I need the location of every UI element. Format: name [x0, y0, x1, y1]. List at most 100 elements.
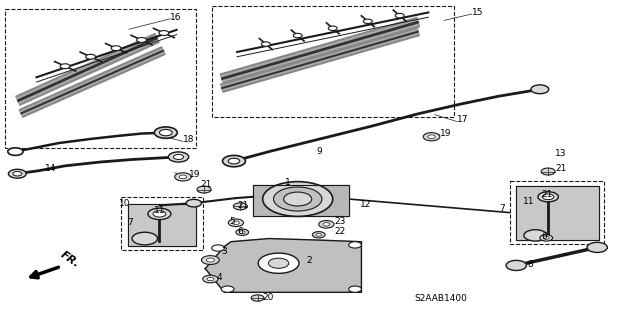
Circle shape — [154, 127, 177, 138]
Text: 18: 18 — [183, 135, 195, 145]
Bar — [4, 9, 196, 148]
Circle shape — [349, 242, 362, 248]
Circle shape — [175, 173, 191, 181]
Text: 6: 6 — [541, 233, 547, 241]
Text: 20: 20 — [262, 293, 274, 301]
Bar — [510, 181, 604, 244]
Circle shape — [206, 258, 214, 262]
Circle shape — [137, 38, 147, 42]
Text: 21: 21 — [200, 180, 212, 189]
Text: 1: 1 — [285, 178, 291, 187]
Circle shape — [159, 130, 172, 136]
Circle shape — [234, 203, 247, 210]
Circle shape — [232, 221, 239, 225]
Text: FR.: FR. — [59, 250, 81, 270]
Text: 16: 16 — [170, 13, 182, 22]
Circle shape — [228, 158, 240, 164]
Circle shape — [173, 154, 184, 160]
Text: 13: 13 — [554, 149, 566, 158]
Circle shape — [316, 233, 321, 236]
Circle shape — [207, 277, 214, 281]
Circle shape — [261, 42, 270, 46]
Circle shape — [60, 64, 70, 69]
Text: 14: 14 — [45, 165, 56, 174]
Circle shape — [524, 230, 547, 241]
Bar — [212, 6, 454, 117]
Circle shape — [319, 220, 334, 228]
Circle shape — [168, 152, 189, 162]
Text: 10: 10 — [119, 199, 131, 208]
Circle shape — [531, 85, 548, 94]
Circle shape — [186, 199, 202, 207]
Polygon shape — [516, 186, 599, 240]
Circle shape — [428, 135, 435, 138]
Polygon shape — [253, 185, 349, 216]
Text: S2AAB1400: S2AAB1400 — [414, 293, 467, 302]
Circle shape — [202, 256, 220, 264]
Circle shape — [395, 13, 404, 18]
Circle shape — [197, 186, 211, 193]
Circle shape — [538, 192, 558, 202]
Circle shape — [251, 295, 264, 301]
Text: 7: 7 — [127, 218, 133, 226]
Text: 3: 3 — [221, 247, 227, 256]
Circle shape — [111, 46, 121, 51]
Text: 17: 17 — [457, 115, 468, 124]
Circle shape — [159, 31, 169, 35]
Circle shape — [223, 155, 246, 167]
Circle shape — [132, 232, 157, 245]
Circle shape — [284, 192, 312, 206]
Circle shape — [543, 236, 549, 239]
Circle shape — [364, 19, 372, 24]
Text: 23: 23 — [334, 217, 346, 226]
Text: 9: 9 — [317, 147, 323, 156]
Circle shape — [221, 286, 234, 292]
Circle shape — [542, 194, 554, 200]
Circle shape — [293, 33, 302, 38]
Text: 22: 22 — [334, 227, 345, 236]
Circle shape — [506, 260, 527, 271]
Text: 19: 19 — [440, 129, 451, 138]
Circle shape — [268, 258, 289, 268]
Circle shape — [212, 245, 225, 251]
Circle shape — [328, 26, 337, 31]
Circle shape — [262, 182, 333, 216]
Circle shape — [148, 208, 171, 219]
Text: 11: 11 — [154, 206, 166, 215]
Circle shape — [8, 148, 23, 155]
Circle shape — [153, 211, 166, 217]
Circle shape — [228, 219, 244, 226]
Text: 15: 15 — [472, 8, 483, 17]
Circle shape — [312, 232, 325, 238]
Polygon shape — [205, 239, 362, 292]
Circle shape — [13, 172, 22, 176]
Text: 11: 11 — [523, 197, 534, 206]
Text: 21: 21 — [237, 201, 248, 210]
Text: 19: 19 — [189, 170, 201, 179]
Circle shape — [323, 223, 330, 226]
Circle shape — [273, 187, 322, 211]
Circle shape — [423, 133, 440, 141]
Text: 21: 21 — [556, 164, 567, 173]
Text: 4: 4 — [217, 273, 222, 282]
Circle shape — [8, 169, 26, 178]
Text: 7: 7 — [500, 204, 506, 213]
Circle shape — [258, 253, 299, 273]
Circle shape — [239, 231, 245, 234]
Bar — [121, 197, 203, 250]
Circle shape — [203, 275, 218, 283]
Circle shape — [541, 168, 555, 175]
Circle shape — [86, 54, 95, 59]
Text: 12: 12 — [360, 200, 371, 209]
Circle shape — [540, 235, 552, 241]
Circle shape — [179, 175, 187, 179]
Text: 6: 6 — [237, 227, 243, 236]
Circle shape — [236, 229, 248, 235]
Text: 5: 5 — [230, 217, 236, 226]
Text: 21: 21 — [541, 190, 553, 199]
Circle shape — [349, 286, 362, 292]
Text: 8: 8 — [527, 260, 533, 269]
Circle shape — [587, 242, 607, 252]
Text: 2: 2 — [306, 256, 312, 265]
Polygon shape — [127, 204, 196, 247]
